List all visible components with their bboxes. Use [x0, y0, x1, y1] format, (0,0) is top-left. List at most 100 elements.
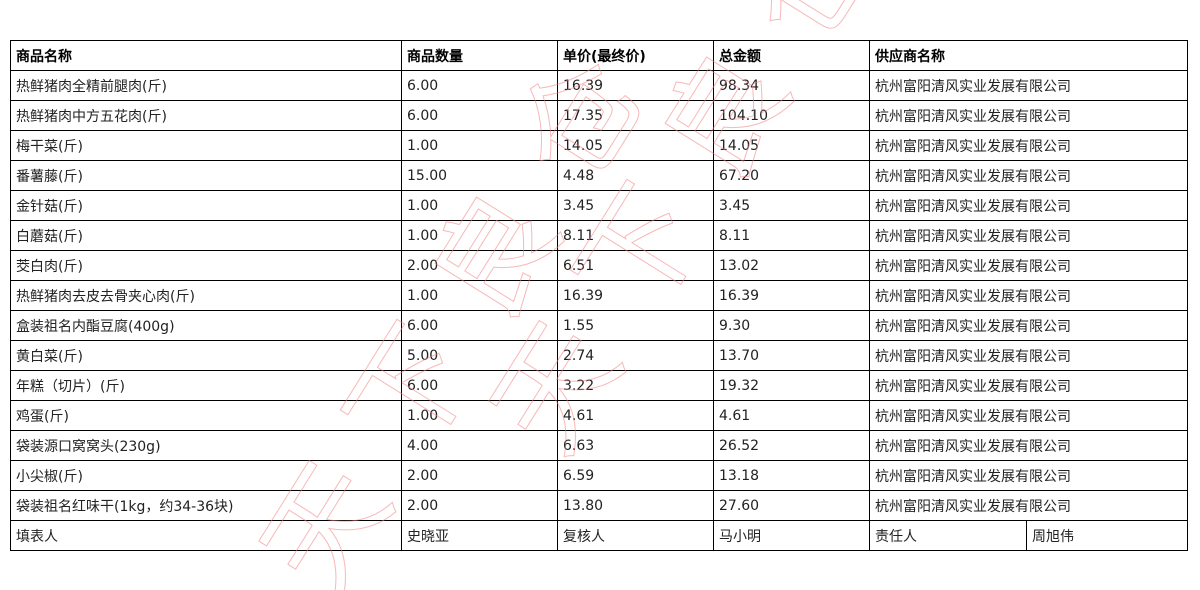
- cell-product-name: 金针菇(斤): [10, 190, 402, 221]
- cell-product-name: 梅干菜(斤): [10, 130, 402, 161]
- cell-quantity: 1.00: [401, 130, 558, 161]
- reviewer-label: 复核人: [557, 520, 714, 551]
- responsible-label: 责任人: [869, 520, 1027, 551]
- cell-quantity: 1.00: [401, 280, 558, 311]
- cell-supplier: 杭州富阳清风实业发展有限公司: [869, 430, 1188, 461]
- cell-unit-price: 16.39: [557, 280, 714, 311]
- table-row: 袋装祖名红味干(1kg，约34-36块) 2.00 13.80 27.60 杭州富阳清风…: [10, 490, 1188, 521]
- cell-product-name: 热鲜猪肉全精前腿肉(斤): [10, 70, 402, 101]
- cell-supplier: 杭州富阳清风实业发展有限公司: [869, 100, 1188, 131]
- cell-supplier: 杭州富阳清风实业发展有限公司: [869, 310, 1188, 341]
- cell-unit-price: 3.45: [557, 190, 714, 221]
- cell-product-name: 茭白肉(斤): [10, 250, 402, 281]
- table-row: 热鲜猪肉中方五花肉(斤) 6.00 17.35 104.10 杭州富阳清风实业发展有限公…: [10, 100, 1188, 131]
- cell-supplier: 杭州富阳清风实业发展有限公司: [869, 220, 1188, 251]
- table-row: 番薯藤(斤) 15.00 4.48 67.20 杭州富阳清风实业发展有限公司: [10, 160, 1188, 191]
- cell-total: 13.02: [713, 250, 870, 281]
- cell-quantity: 15.00: [401, 160, 558, 191]
- cell-total: 98.34: [713, 70, 870, 101]
- filler-label: 填表人: [10, 520, 402, 551]
- cell-quantity: 2.00: [401, 250, 558, 281]
- cell-supplier: 杭州富阳清风实业发展有限公司: [869, 490, 1188, 521]
- cell-product-name: 白蘑菇(斤): [10, 220, 402, 251]
- cell-product-name: 黄白菜(斤): [10, 340, 402, 371]
- cell-unit-price: 2.74: [557, 340, 714, 371]
- header-quantity: 商品数量: [401, 40, 558, 71]
- reviewer-name: 马小明: [713, 520, 870, 551]
- cell-quantity: 2.00: [401, 490, 558, 521]
- cell-product-name: 盒装祖名内酯豆腐(400g): [10, 310, 402, 341]
- cell-supplier: 杭州富阳清风实业发展有限公司: [869, 70, 1188, 101]
- cell-unit-price: 4.48: [557, 160, 714, 191]
- signature-row: 填表人 史晓亚 复核人 马小明 责任人 周旭伟: [10, 520, 1188, 551]
- table-row: 鸡蛋(斤) 1.00 4.61 4.61 杭州富阳清风实业发展有限公司: [10, 400, 1188, 431]
- cell-total: 13.18: [713, 460, 870, 491]
- cell-total: 13.70: [713, 340, 870, 371]
- cell-supplier: 杭州富阳清风实业发展有限公司: [869, 130, 1188, 161]
- cell-total: 8.11: [713, 220, 870, 251]
- cell-total: 4.61: [713, 400, 870, 431]
- cell-quantity: 1.00: [401, 220, 558, 251]
- cell-unit-price: 8.11: [557, 220, 714, 251]
- table-row: 茭白肉(斤) 2.00 6.51 13.02 杭州富阳清风实业发展有限公司: [10, 250, 1188, 281]
- cell-quantity: 6.00: [401, 370, 558, 401]
- cell-quantity: 1.00: [401, 190, 558, 221]
- table-row: 小尖椒(斤) 2.00 6.59 13.18 杭州富阳清风实业发展有限公司: [10, 460, 1188, 491]
- table-row: 金针菇(斤) 1.00 3.45 3.45 杭州富阳清风实业发展有限公司: [10, 190, 1188, 221]
- cell-supplier: 杭州富阳清风实业发展有限公司: [869, 190, 1188, 221]
- cell-total: 104.10: [713, 100, 870, 131]
- cell-supplier: 杭州富阳清风实业发展有限公司: [869, 340, 1188, 371]
- cell-quantity: 2.00: [401, 460, 558, 491]
- cell-total: 14.05: [713, 130, 870, 161]
- cell-supplier: 杭州富阳清风实业发展有限公司: [869, 370, 1188, 401]
- table-row: 盒装祖名内酯豆腐(400g) 6.00 1.55 9.30 杭州富阳清风实业发展有限公司: [10, 310, 1188, 341]
- cell-product-name: 热鲜猪肉中方五花肉(斤): [10, 100, 402, 131]
- header-supplier: 供应商名称: [869, 40, 1188, 71]
- cell-quantity: 1.00: [401, 400, 558, 431]
- filler-name: 史晓亚: [401, 520, 558, 551]
- cell-product-name: 袋装源口窝窝头(230g): [10, 430, 402, 461]
- cell-supplier: 杭州富阳清风实业发展有限公司: [869, 250, 1188, 281]
- cell-total: 9.30: [713, 310, 870, 341]
- cell-unit-price: 13.80: [557, 490, 714, 521]
- table-row: 热鲜猪肉全精前腿肉(斤) 6.00 16.39 98.34 杭州富阳清风实业发展有限公司: [10, 70, 1188, 101]
- cell-unit-price: 3.22: [557, 370, 714, 401]
- header-unit-price: 单价(最终价): [557, 40, 714, 71]
- cell-supplier: 杭州富阳清风实业发展有限公司: [869, 400, 1188, 431]
- cell-quantity: 5.00: [401, 340, 558, 371]
- cell-quantity: 6.00: [401, 310, 558, 341]
- cell-quantity: 6.00: [401, 100, 558, 131]
- cell-unit-price: 17.35: [557, 100, 714, 131]
- cell-supplier: 杭州富阳清风实业发展有限公司: [869, 460, 1188, 491]
- cell-total: 3.45: [713, 190, 870, 221]
- cell-product-name: 小尖椒(斤): [10, 460, 402, 491]
- cell-quantity: 6.00: [401, 70, 558, 101]
- cell-supplier: 杭州富阳清风实业发展有限公司: [869, 280, 1188, 311]
- cell-unit-price: 6.59: [557, 460, 714, 491]
- cell-unit-price: 14.05: [557, 130, 714, 161]
- header-row: 商品名称 商品数量 单价(最终价) 总金额 供应商名称: [10, 40, 1188, 71]
- table-row: 袋装源口窝窝头(230g) 4.00 6.63 26.52 杭州富阳清风实业发展有限公司: [10, 430, 1188, 461]
- cell-total: 16.39: [713, 280, 870, 311]
- cell-supplier: 杭州富阳清风实业发展有限公司: [869, 160, 1188, 191]
- cell-unit-price: 6.63: [557, 430, 714, 461]
- cell-product-name: 热鲜猪肉去皮去骨夹心肉(斤): [10, 280, 402, 311]
- cell-product-name: 番薯藤(斤): [10, 160, 402, 191]
- table-row: 热鲜猪肉去皮去骨夹心肉(斤) 1.00 16.39 16.39 杭州富阳清风实业发展有限…: [10, 280, 1188, 311]
- table-row: 白蘑菇(斤) 1.00 8.11 8.11 杭州富阳清风实业发展有限公司: [10, 220, 1188, 251]
- cell-total: 26.52: [713, 430, 870, 461]
- header-product-name: 商品名称: [10, 40, 402, 71]
- cell-total: 19.32: [713, 370, 870, 401]
- table-row: 黄白菜(斤) 5.00 2.74 13.70 杭州富阳清风实业发展有限公司: [10, 340, 1188, 371]
- cell-unit-price: 4.61: [557, 400, 714, 431]
- cell-product-name: 年糕（切片）(斤): [10, 370, 402, 401]
- cell-total: 27.60: [713, 490, 870, 521]
- cell-product-name: 鸡蛋(斤): [10, 400, 402, 431]
- table-row: 梅干菜(斤) 1.00 14.05 14.05 杭州富阳清风实业发展有限公司: [10, 130, 1188, 161]
- purchase-table: 商品名称 商品数量 单价(最终价) 总金额 供应商名称 热鲜猪肉全精前腿肉(斤)…: [10, 40, 1188, 551]
- cell-unit-price: 16.39: [557, 70, 714, 101]
- cell-unit-price: 6.51: [557, 250, 714, 281]
- cell-quantity: 4.00: [401, 430, 558, 461]
- header-total: 总金额: [713, 40, 870, 71]
- responsible-name: 周旭伟: [1026, 520, 1188, 551]
